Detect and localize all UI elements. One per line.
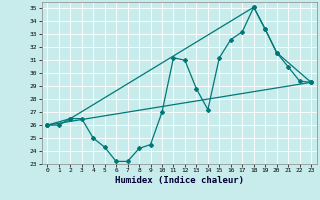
X-axis label: Humidex (Indice chaleur): Humidex (Indice chaleur) — [115, 176, 244, 185]
